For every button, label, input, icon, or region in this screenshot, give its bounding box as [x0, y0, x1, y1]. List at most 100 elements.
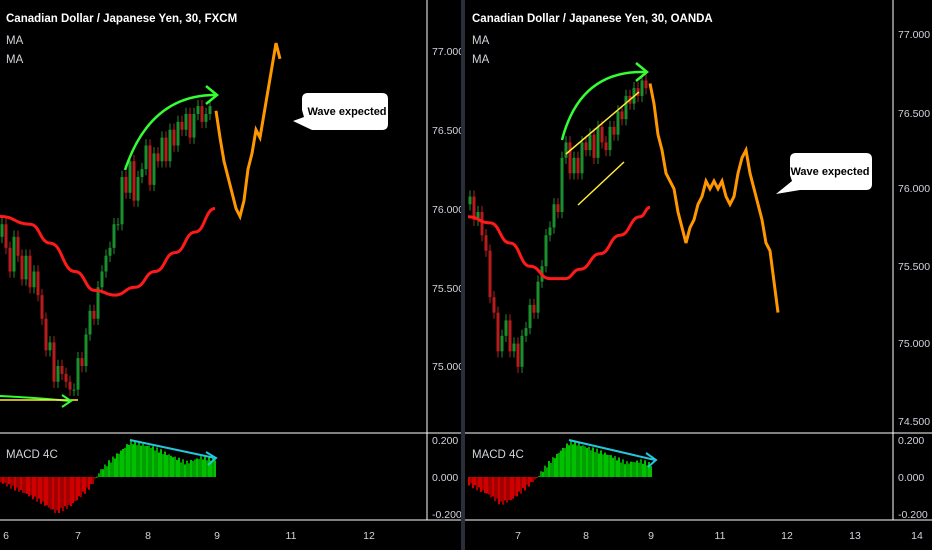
candle-body [192, 114, 196, 138]
candle-body [164, 137, 168, 162]
candle-body [592, 134, 596, 158]
macd-bar [26, 477, 28, 494]
candle-body [500, 335, 504, 352]
right-callout-text: Wave expected [790, 166, 869, 178]
macd-bar [46, 477, 48, 506]
macd-bar [570, 439, 572, 477]
macd-bar [130, 439, 132, 477]
macd-bar [114, 458, 116, 477]
candle-body [80, 358, 84, 366]
macd-bar [594, 452, 596, 477]
macd-bar [118, 453, 120, 477]
left-price-tick: 75.500 [432, 283, 464, 295]
right-date-tick: 12 [781, 530, 793, 542]
macd-bar [170, 455, 172, 477]
macd-bar [86, 477, 88, 488]
macd-bar [478, 477, 480, 488]
macd-bar [146, 445, 148, 477]
left-price-axis: 77.000 76.500 76.000 75.500 75.000 [432, 46, 464, 373]
right-date-tick: 13 [849, 530, 861, 542]
macd-bar [22, 477, 24, 493]
macd-bar [72, 477, 74, 504]
candle-body [588, 134, 592, 151]
macd-bar [558, 452, 560, 477]
candle-body [508, 320, 512, 352]
macd-bar [474, 477, 476, 486]
candle-body [144, 145, 148, 170]
right-candles [468, 74, 648, 374]
macd-bar [568, 445, 570, 477]
macd-bar [68, 477, 70, 506]
macd-bar [2, 477, 4, 484]
macd-bar [142, 443, 144, 477]
right-date-tick: 8 [583, 530, 589, 542]
macd-bar [488, 477, 490, 495]
candle-body [196, 106, 200, 114]
left-date-tick: 7 [75, 530, 81, 542]
right-date-tick: 9 [648, 530, 654, 542]
macd-bar [554, 458, 556, 477]
candle-body [556, 204, 560, 213]
right-date-tick: 14 [911, 530, 923, 542]
candle-body [0, 224, 4, 237]
candle-body [96, 287, 100, 319]
macd-bar [540, 471, 542, 477]
candle-body [564, 142, 568, 158]
macd-bar [180, 462, 182, 477]
macd-bar [20, 477, 22, 491]
macd-bar [508, 477, 510, 501]
macd-bar [188, 463, 190, 477]
macd-bar [102, 469, 104, 477]
left-callout: Wave expected [293, 93, 388, 130]
macd-bar [536, 477, 538, 478]
candle-body [188, 114, 192, 138]
macd-bar [578, 442, 580, 477]
macd-bar [172, 457, 174, 477]
macd-bar [178, 457, 180, 477]
macd-bar [528, 477, 530, 487]
candle-body [476, 212, 480, 220]
macd-bar [518, 477, 520, 492]
macd-bar [644, 460, 646, 477]
left-callout-bubble [293, 93, 388, 130]
macd-bar [206, 460, 208, 477]
right-moving-average-line [467, 205, 651, 281]
macd-bar [80, 477, 82, 498]
macd-bar [18, 477, 20, 492]
left-macd-tick: 0.000 [432, 472, 458, 484]
macd-bar [646, 465, 648, 477]
candle-body [480, 212, 484, 236]
macd-bar [182, 459, 184, 477]
candle-body [48, 342, 52, 351]
left-price-tick: 75.000 [432, 361, 464, 373]
left-bottom-arrowhead [61, 394, 73, 408]
candle-body [160, 137, 164, 162]
macd-bar [210, 460, 212, 477]
macd-bar [586, 447, 588, 477]
candle-body [136, 177, 140, 201]
candle-body [28, 255, 32, 288]
candle-body [120, 177, 124, 225]
macd-bar [164, 451, 166, 477]
right-macd-tick: -0.200 [898, 509, 928, 521]
macd-bar [70, 477, 72, 507]
macd-bar [636, 460, 638, 477]
macd-bar [98, 473, 100, 477]
left-divergence-arrowhead [205, 451, 218, 466]
macd-bar [624, 464, 626, 477]
macd-bar [176, 460, 178, 477]
macd-bar [60, 477, 62, 508]
right-macd-label: MACD 4C [472, 449, 524, 461]
macd-bar [120, 450, 122, 477]
candle-body [612, 126, 616, 135]
macd-bar [154, 450, 156, 477]
macd-bar [24, 477, 26, 494]
candle-body [44, 318, 48, 351]
macd-bar [152, 446, 154, 477]
macd-bar [204, 455, 206, 477]
candle-body [172, 129, 176, 146]
macd-bar [158, 452, 160, 477]
macd-bar [556, 453, 558, 477]
macd-bar [162, 454, 164, 477]
macd-bar [544, 465, 546, 477]
